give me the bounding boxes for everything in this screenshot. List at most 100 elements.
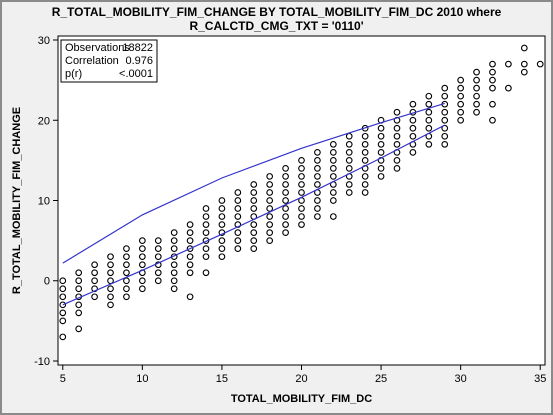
data-point: [520, 44, 528, 52]
data-point: [170, 277, 178, 285]
data-point: [298, 165, 305, 172]
data-point: [234, 189, 242, 196]
data-point: [314, 165, 321, 172]
data-point: [107, 261, 114, 269]
data-point: [154, 277, 162, 285]
data-point: [170, 269, 178, 277]
data-point: [218, 253, 226, 261]
data-point: [138, 285, 146, 293]
data-point: [393, 124, 401, 132]
data-point: [123, 269, 130, 277]
chart-subtitle: R_CALCTD_CMG_TXT = '0110': [189, 19, 364, 33]
stats-label: p(r): [65, 68, 82, 80]
data-point: [250, 197, 258, 204]
chart-title: R_TOTAL_MOBILITY_FIM_CHANGE BY TOTAL_MOB…: [51, 5, 502, 19]
x-tick-label: 35: [534, 373, 546, 385]
data-point: [473, 68, 480, 76]
data-point: [329, 157, 337, 164]
data-point: [266, 197, 274, 204]
data-point: [59, 293, 67, 301]
data-point: [186, 269, 194, 277]
data-point: [329, 173, 337, 180]
data-point: [425, 140, 433, 148]
x-tick-label: 20: [295, 373, 307, 385]
data-point: [377, 124, 385, 132]
y-axis-label: R_TOTAL_MOBILITY_FIM_CHANGE: [11, 107, 23, 294]
data-point: [393, 132, 401, 140]
data-point: [138, 261, 146, 269]
data-point: [250, 245, 258, 252]
data-point: [345, 157, 353, 164]
data-point: [329, 165, 337, 172]
data-point: [409, 132, 417, 140]
data-point: [266, 205, 274, 212]
data-point: [505, 60, 512, 68]
data-point: [266, 173, 274, 180]
data-point: [107, 269, 114, 277]
data-point: [282, 165, 289, 172]
data-point: [425, 108, 433, 116]
data-point: [457, 100, 465, 108]
data-point: [250, 229, 258, 236]
y-tick-label: -10: [34, 356, 50, 368]
data-point: [298, 205, 305, 212]
data-point: [377, 165, 385, 172]
data-point: [520, 60, 528, 68]
plot-area: [57, 35, 546, 366]
data-point: [298, 157, 305, 164]
data-point: [473, 100, 480, 108]
series-line: [62, 102, 445, 264]
fit-lines: [62, 102, 445, 306]
x-tick-label: 10: [136, 373, 148, 385]
data-point: [441, 116, 449, 124]
data-point: [298, 181, 305, 188]
data-point: [282, 197, 289, 204]
data-point: [329, 213, 337, 220]
data-point: [186, 245, 194, 252]
data-point: [329, 140, 337, 148]
data-point: [250, 237, 258, 244]
data-point: [457, 92, 465, 100]
data-point: [425, 116, 433, 124]
data-point: [361, 181, 369, 188]
data-point: [266, 237, 274, 244]
data-point: [505, 84, 512, 92]
data-point: [314, 197, 321, 204]
data-point: [234, 197, 242, 204]
x-tick-label: 5: [60, 373, 66, 385]
stats-label: Observations: [65, 42, 130, 54]
y-tick-label: 30: [38, 35, 50, 47]
data-point: [361, 149, 369, 156]
data-point: [107, 253, 114, 261]
data-point: [314, 173, 321, 180]
data-point: [282, 173, 289, 180]
data-point: [107, 301, 114, 309]
data-point: [441, 92, 449, 100]
data-point: [489, 84, 496, 92]
data-point: [154, 245, 162, 252]
data-point: [250, 189, 258, 196]
data-point: [154, 237, 162, 244]
data-point: [59, 333, 67, 341]
data-point: [123, 277, 130, 285]
data-point: [409, 149, 417, 156]
data-point: [361, 157, 369, 164]
data-point: [170, 285, 178, 293]
data-point: [234, 237, 242, 244]
stats-value: 0.976: [125, 55, 153, 67]
data-point: [234, 213, 242, 220]
x-tick-label: 15: [216, 373, 228, 385]
data-point: [59, 309, 67, 317]
data-point: [377, 173, 385, 180]
data-point: [123, 253, 130, 261]
data-point: [266, 189, 274, 196]
data-point: [361, 189, 369, 196]
data-point: [282, 181, 289, 188]
data-point: [218, 213, 226, 220]
data-point: [123, 293, 130, 301]
data-point: [234, 205, 242, 212]
data-point: [282, 213, 289, 220]
data-point: [361, 173, 369, 180]
data-point: [345, 165, 353, 172]
